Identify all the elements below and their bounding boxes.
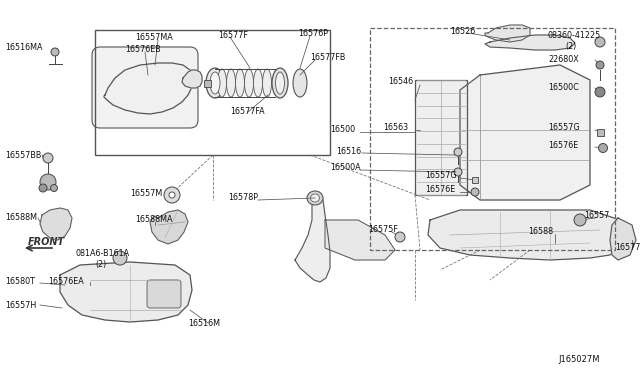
Polygon shape: [485, 35, 575, 50]
Ellipse shape: [307, 191, 323, 205]
Polygon shape: [325, 220, 395, 260]
Bar: [370, 28, 615, 250]
Bar: [415, 80, 467, 195]
Bar: [596, 128, 604, 135]
Text: 16516M: 16516M: [188, 318, 220, 327]
Ellipse shape: [210, 72, 220, 94]
Circle shape: [51, 185, 58, 192]
Polygon shape: [295, 195, 330, 282]
Circle shape: [169, 192, 175, 198]
Text: 16577FA: 16577FA: [230, 108, 264, 116]
Text: 16576E: 16576E: [425, 186, 455, 195]
Polygon shape: [40, 208, 72, 240]
Bar: [472, 177, 478, 183]
Text: 16577F: 16577F: [218, 31, 248, 39]
Circle shape: [596, 61, 604, 69]
Text: 16580T: 16580T: [5, 278, 35, 286]
Text: 16576EB: 16576EB: [125, 45, 161, 55]
Text: 16500: 16500: [330, 125, 355, 135]
Circle shape: [595, 37, 605, 47]
Text: 16563: 16563: [383, 124, 408, 132]
Text: 16516: 16516: [336, 148, 361, 157]
Circle shape: [595, 87, 605, 97]
Circle shape: [113, 251, 127, 265]
Text: 16577: 16577: [615, 244, 640, 253]
Text: 16500A: 16500A: [330, 164, 360, 173]
Text: 16557H: 16557H: [5, 301, 36, 310]
FancyBboxPatch shape: [147, 280, 181, 308]
Circle shape: [39, 184, 47, 192]
Text: 081A6-B161A: 081A6-B161A: [75, 250, 129, 259]
Text: 16557G: 16557G: [425, 171, 456, 180]
Circle shape: [574, 214, 586, 226]
Ellipse shape: [236, 69, 244, 97]
Ellipse shape: [272, 68, 288, 98]
Circle shape: [598, 144, 607, 153]
Circle shape: [164, 187, 180, 203]
Ellipse shape: [244, 69, 253, 97]
Polygon shape: [428, 210, 625, 260]
Text: 16578P: 16578P: [228, 193, 258, 202]
Text: 16577FB: 16577FB: [310, 54, 346, 62]
Polygon shape: [60, 262, 192, 322]
Text: 16500C: 16500C: [548, 83, 579, 93]
Circle shape: [395, 232, 405, 242]
Ellipse shape: [253, 69, 262, 97]
Text: 16588: 16588: [528, 228, 553, 237]
Ellipse shape: [310, 194, 319, 202]
Circle shape: [471, 188, 479, 196]
Text: 16588M: 16588M: [5, 214, 37, 222]
Text: 16557BB: 16557BB: [5, 151, 42, 160]
Circle shape: [454, 168, 462, 176]
FancyBboxPatch shape: [92, 47, 198, 128]
Text: (2): (2): [95, 260, 106, 269]
Bar: [204, 80, 211, 87]
Text: 16557M: 16557M: [130, 189, 163, 198]
Ellipse shape: [275, 72, 285, 94]
Polygon shape: [460, 65, 590, 200]
Bar: [95, 30, 330, 155]
Polygon shape: [610, 218, 636, 260]
Ellipse shape: [262, 69, 271, 97]
Text: 16557G: 16557G: [548, 124, 580, 132]
Text: J165027M: J165027M: [559, 356, 600, 365]
Text: 16576P: 16576P: [298, 29, 328, 38]
Text: (2): (2): [565, 42, 576, 51]
Polygon shape: [485, 25, 530, 42]
Text: 16546: 16546: [388, 77, 413, 87]
Text: 16526: 16526: [450, 28, 476, 36]
Text: 16575F: 16575F: [368, 225, 398, 234]
Text: 16588MA: 16588MA: [135, 215, 173, 224]
Polygon shape: [104, 63, 193, 114]
Text: 16516MA: 16516MA: [5, 44, 42, 52]
Circle shape: [40, 174, 56, 190]
Text: 16576EA: 16576EA: [48, 278, 84, 286]
Ellipse shape: [293, 69, 307, 97]
Text: 16557MA: 16557MA: [135, 33, 173, 42]
Text: 16557: 16557: [584, 212, 609, 221]
Text: 16576E: 16576E: [548, 141, 579, 150]
Ellipse shape: [218, 69, 227, 97]
Text: 08360-41225: 08360-41225: [548, 32, 601, 41]
Circle shape: [43, 153, 53, 163]
Text: FRONT: FRONT: [28, 237, 65, 247]
Circle shape: [51, 48, 59, 56]
Ellipse shape: [206, 68, 224, 98]
Ellipse shape: [227, 69, 236, 97]
Text: 22680X: 22680X: [548, 55, 579, 64]
Polygon shape: [182, 70, 202, 88]
Circle shape: [454, 148, 462, 156]
Polygon shape: [150, 210, 188, 244]
